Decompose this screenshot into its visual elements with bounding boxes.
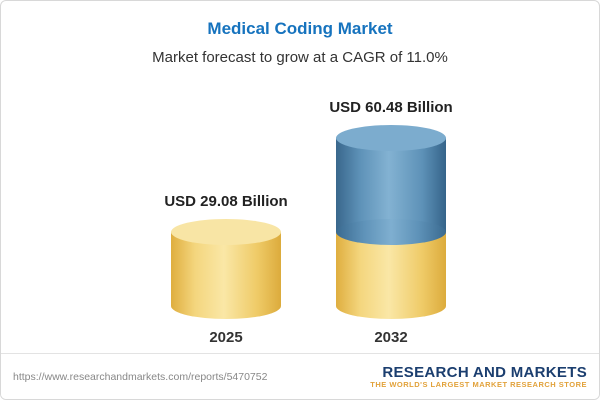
cylinder-2032-growth-segment — [336, 124, 446, 245]
chart-title: Medical Coding Market — [207, 19, 393, 38]
value-label-2032: USD 60.48 Billion — [329, 98, 453, 116]
year-label-2025: 2025 — [209, 329, 243, 346]
year-label-2032: 2032 — [374, 329, 408, 346]
cylinder-2032 — [336, 124, 446, 319]
bar-column-2032: USD 60.48 Billion 2032 — [329, 99, 452, 347]
research-and-markets-logo: RESEARCH AND MARKETS THE WORLD'S LARGEST… — [370, 364, 587, 390]
chart-area: USD 29.08 Billion 2025 USD 60.48 Billion… — [1, 89, 599, 347]
chart-subtitle: Market forecast to grow at a CAGR of 11.… — [152, 49, 448, 66]
footer: https://www.researchandmarkets.com/repor… — [1, 353, 599, 399]
cylinder-2032-base-segment — [336, 231, 446, 319]
bar-column-2025: USD 29.08 Billion 2025 — [164, 193, 287, 347]
cylinder-2025-body — [171, 218, 281, 319]
logo-tagline: THE WORLD'S LARGEST MARKET RESEARCH STOR… — [370, 379, 587, 389]
cylinder-2025 — [171, 218, 281, 319]
logo-wordmark: RESEARCH AND MARKETS — [382, 363, 587, 381]
value-label-2025: USD 29.08 Billion — [164, 192, 288, 210]
report-url-link[interactable]: https://www.researchandmarkets.com/repor… — [13, 370, 268, 383]
